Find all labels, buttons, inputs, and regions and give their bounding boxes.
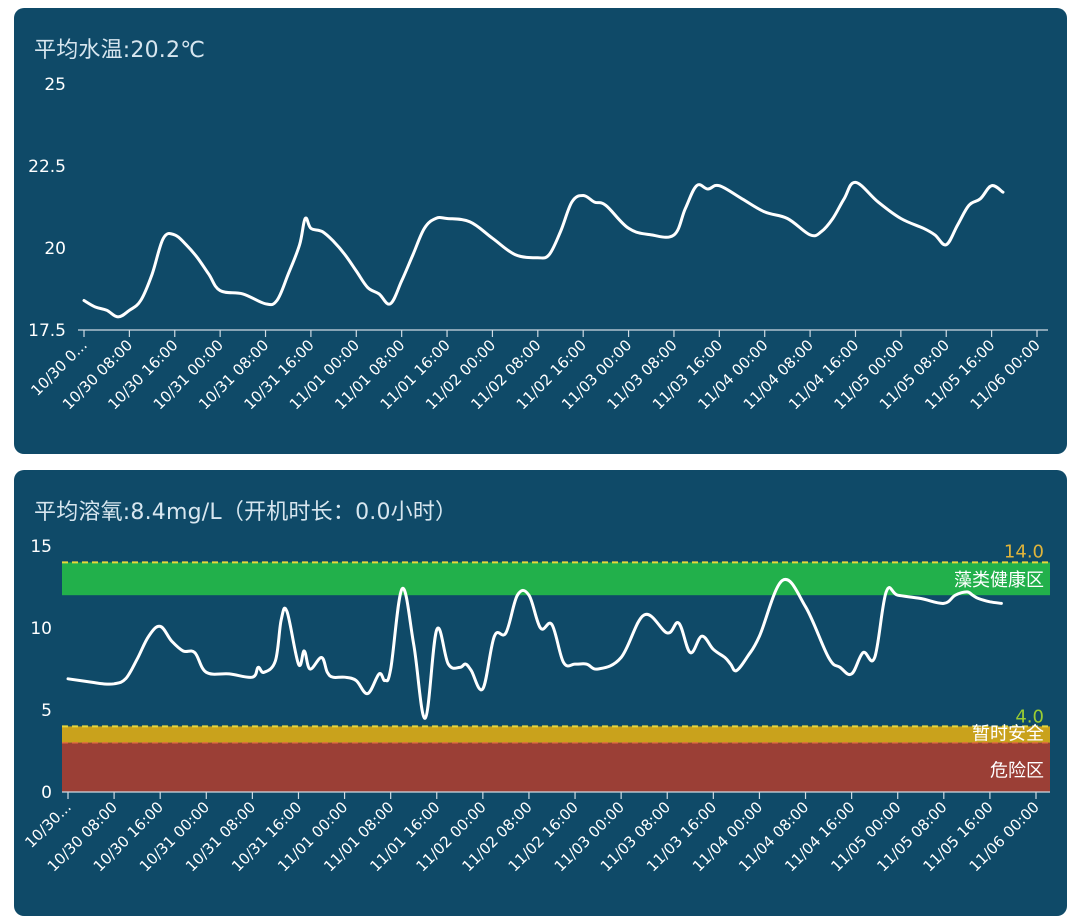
dissolved-oxygen-card: 平均溶氧:8.4mg/L（开机时长：0.0小时） 15 10 5 0 10/30... 1…: [14, 470, 1067, 916]
y-tick-label: 5: [41, 701, 52, 721]
y-tick-label: 10: [30, 619, 52, 639]
y-tick-label: 15: [30, 537, 52, 557]
threshold-label: 14.0: [1004, 541, 1044, 562]
zone-band: [62, 726, 1050, 743]
series-line: [82, 180, 1005, 319]
water-temperature-title: 平均水温:20.2℃: [34, 38, 206, 63]
zone-band: [62, 562, 1050, 596]
zone-label: 藻类健康区: [954, 570, 1044, 591]
zone-label: 暂时安全: [972, 724, 1044, 745]
y-tick-label: 20: [44, 239, 66, 259]
zone-label: 危险区: [990, 761, 1044, 782]
water-temperature-card: 平均水温:20.2℃ 25 22.5 20 17.5 10/30 0... 10/30 0…: [14, 8, 1067, 454]
y-tick-label: 17.5: [28, 321, 66, 341]
y-tick-label: 25: [44, 75, 66, 95]
zone-band: [62, 742, 1050, 792]
dissolved-oxygen-title: 平均溶氧:8.4mg/L（开机时长：0.0小时）: [34, 500, 458, 525]
y-tick-label: 0: [41, 783, 52, 803]
threshold-label: 4.0: [1015, 706, 1044, 727]
y-tick-label: 22.5: [28, 157, 66, 177]
series-line: [66, 578, 1003, 720]
